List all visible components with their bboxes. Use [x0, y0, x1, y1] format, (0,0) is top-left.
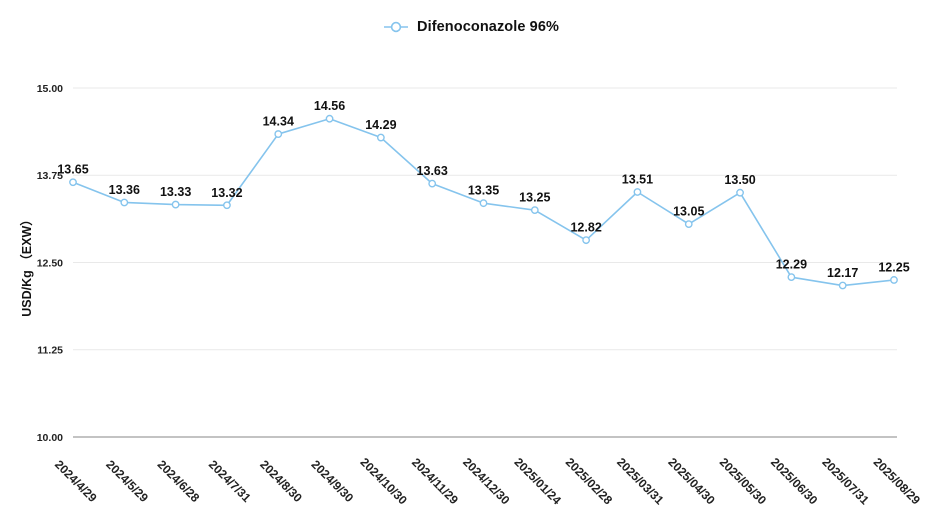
x-axis-tick-label: 2025/04/30 — [665, 455, 718, 508]
x-axis-tick-label: 2025/01/24 — [511, 455, 564, 508]
legend-label: Difenoconazole 96% — [417, 19, 559, 35]
data-point-marker[interactable] — [633, 188, 642, 196]
y-axis-tick-label: 10.00 — [37, 432, 63, 444]
data-point-marker[interactable] — [890, 276, 898, 284]
x-axis-tick-label: 2024/6/28 — [155, 457, 203, 505]
data-point-marker[interactable] — [69, 178, 77, 187]
x-axis-tick-label: 2024/7/31 — [206, 457, 254, 505]
x-axis-tick-label: 2025/02/28 — [563, 455, 616, 508]
data-point-label: 13.05 — [673, 205, 704, 219]
x-axis-tick-label: 2025/08/29 — [871, 455, 924, 508]
x-axis-tick-label: 2024/5/29 — [103, 457, 151, 505]
data-point-marker[interactable] — [171, 200, 180, 209]
data-point-label: 13.63 — [417, 164, 448, 178]
data-point-label: 12.25 — [878, 260, 909, 274]
data-point-marker[interactable] — [582, 236, 591, 245]
data-point-label: 14.29 — [365, 118, 396, 132]
x-axis-tick-label: 2025/05/30 — [717, 455, 770, 508]
data-point-marker[interactable] — [787, 273, 796, 282]
x-axis-tick-label: 2024/4/29 — [52, 457, 100, 505]
line-series-legend-icon — [383, 21, 409, 33]
y-axis-tick-label: 12.50 — [37, 257, 63, 269]
y-axis-title: USD/Kg （EXW） — [19, 213, 34, 316]
data-point-label: 13.50 — [724, 173, 755, 187]
x-axis-tick-label: 2025/07/31 — [819, 455, 872, 508]
x-axis-tick-label: 2024/12/30 — [460, 455, 513, 508]
data-point-marker[interactable] — [274, 130, 283, 138]
data-point-marker[interactable] — [376, 133, 385, 142]
x-axis-tick-label: 2024/10/30 — [358, 455, 411, 508]
data-point-label: 14.56 — [314, 99, 345, 113]
y-axis-tick-label: 11.25 — [37, 345, 63, 357]
x-axis-tick-label: 2025/03/31 — [614, 455, 667, 508]
data-point-marker[interactable] — [479, 199, 488, 208]
data-point-label: 13.35 — [468, 184, 499, 198]
data-point-marker[interactable] — [223, 201, 231, 210]
data-point-label: 13.51 — [622, 173, 653, 187]
y-axis-tick-label: 13.75 — [37, 170, 63, 182]
data-point-marker[interactable] — [428, 179, 437, 188]
x-axis-tick-label: 2024/11/29 — [409, 455, 461, 507]
data-point-label: 13.65 — [57, 163, 88, 177]
x-axis-tick-label: 2025/06/30 — [768, 455, 821, 508]
data-point-label: 12.29 — [776, 258, 807, 272]
data-point-marker[interactable] — [684, 220, 693, 229]
data-point-label: 13.32 — [211, 186, 242, 200]
data-point-label: 13.33 — [160, 185, 191, 199]
data-point-marker[interactable] — [530, 206, 539, 215]
data-point-label: 12.82 — [570, 221, 601, 235]
data-point-label: 12.17 — [827, 266, 858, 280]
x-axis-tick-label: 2024/9/30 — [309, 457, 357, 505]
data-point-marker[interactable] — [838, 281, 847, 290]
data-point-label: 13.36 — [109, 183, 140, 197]
data-point-marker[interactable] — [325, 114, 334, 123]
data-point-marker[interactable] — [736, 188, 744, 197]
y-axis-tick-label: 15.00 — [37, 83, 63, 95]
data-point-marker[interactable] — [120, 198, 129, 207]
x-axis-tick-label: 2024/8/30 — [257, 457, 305, 505]
data-point-label: 14.34 — [263, 115, 294, 129]
data-point-label: 13.25 — [519, 191, 550, 205]
legend[interactable]: Difenoconazole 96% — [0, 19, 942, 35]
